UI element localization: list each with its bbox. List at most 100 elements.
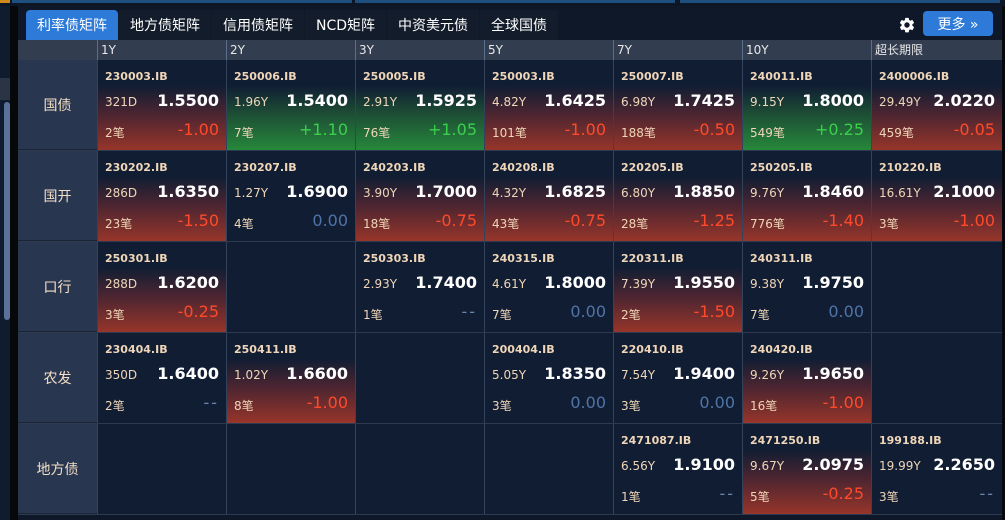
yield-change-bp: -0.75 <box>564 211 606 230</box>
yield-change-bp: 0.00 <box>570 393 606 412</box>
bond-cell[interactable]: 250411.IB 1.02Y 1.6600 8笔 -1.00 <box>226 333 355 423</box>
bond-cell[interactable]: 199188.IB 19.99Y 2.2650 3笔 -- <box>871 424 1002 514</box>
yield-value: 1.5925 <box>415 91 477 110</box>
bond-code: 240315.IB <box>492 252 555 265</box>
bond-code: 199188.IB <box>879 434 942 447</box>
bond-cell[interactable]: 250006.IB 1.96Y 1.5400 7笔 +1.10 <box>226 60 355 150</box>
trade-count: 7笔 <box>492 308 512 322</box>
bond-cell[interactable]: 240208.IB 4.32Y 1.6825 43笔 -0.75 <box>484 151 613 241</box>
yield-change-bp: -0.75 <box>435 211 477 230</box>
bond-code: 220311.IB <box>621 252 684 265</box>
remaining-term: 19.99Y <box>879 459 921 473</box>
bond-cell[interactable]: 2471250.IB 9.67Y 2.0975 5笔 -0.25 <box>742 424 871 514</box>
yield-value: 1.9550 <box>673 273 735 292</box>
trade-count: 459笔 <box>879 126 914 140</box>
trade-count: 7笔 <box>750 308 770 322</box>
bond-cell[interactable]: 220205.IB 6.80Y 1.8850 28笔 -1.25 <box>613 151 742 241</box>
yield-value: 1.6600 <box>286 364 348 383</box>
remaining-term: 1.96Y <box>234 95 269 109</box>
bond-cell[interactable]: 240315.IB 4.61Y 1.8000 7笔 0.00 <box>484 242 613 332</box>
trade-count: 8笔 <box>234 399 254 413</box>
bond-code: 230003.IB <box>105 70 168 83</box>
bond-code: 230404.IB <box>105 343 168 356</box>
remaining-term: 9.76Y <box>750 186 785 200</box>
bond-cell[interactable]: 240011.IB 9.15Y 1.8000 549笔 +0.25 <box>742 60 871 150</box>
bond-cell[interactable]: 250003.IB 4.82Y 1.6425 101笔 -1.00 <box>484 60 613 150</box>
yield-change-bp: 0.00 <box>312 211 348 230</box>
tab-rate-bond-matrix[interactable]: 利率债矩阵 <box>26 10 118 40</box>
yield-value: 1.7000 <box>415 182 477 201</box>
bond-cell[interactable]: 2400006.IB 29.49Y 2.0220 459笔 -0.05 <box>871 60 1002 150</box>
remaining-term: 6.80Y <box>621 186 656 200</box>
bond-cell[interactable]: 230404.IB 350D 1.6400 2笔 -- <box>97 333 226 423</box>
bond-cell[interactable]: 220311.IB 7.39Y 1.9550 2笔 -1.50 <box>613 242 742 332</box>
bond-cell[interactable]: 220410.IB 7.54Y 1.9400 3笔 0.00 <box>613 333 742 423</box>
yield-change-bp: 0.00 <box>828 302 864 321</box>
yield-change-bp: -1.40 <box>822 211 864 230</box>
tab-credit-bond-matrix[interactable]: 信用债矩阵 <box>212 10 304 40</box>
right-edge <box>1002 6 1005 520</box>
yield-change-bp: -0.05 <box>953 120 995 139</box>
bond-cell[interactable]: 250005.IB 2.91Y 1.5925 76笔 +1.05 <box>355 60 484 150</box>
column-header[interactable]: 5Y <box>484 40 613 60</box>
remaining-term: 29.49Y <box>879 95 921 109</box>
bond-cell[interactable]: 240203.IB 3.90Y 1.7000 18笔 -0.75 <box>355 151 484 241</box>
yield-change-bp: 0.00 <box>570 302 606 321</box>
empty-cell <box>226 424 355 514</box>
gear-icon[interactable] <box>898 16 916 34</box>
bond-cell[interactable]: 240311.IB 9.38Y 1.9750 7笔 0.00 <box>742 242 871 332</box>
trade-count: 7笔 <box>234 126 254 140</box>
tab-chinese-usd-bonds[interactable]: 中资美元债 <box>387 10 480 40</box>
bond-code: 250007.IB <box>621 70 684 83</box>
trade-count: 101笔 <box>492 126 527 140</box>
bond-cell[interactable]: 250301.IB 288D 1.6200 3笔 -0.25 <box>97 242 226 332</box>
bond-cell[interactable]: 230207.IB 1.27Y 1.6900 4笔 0.00 <box>226 151 355 241</box>
trade-count: 188笔 <box>621 126 656 140</box>
yield-value: 1.5400 <box>286 91 348 110</box>
left-pane-scrollbar[interactable] <box>4 102 10 320</box>
empty-cell <box>97 424 226 514</box>
bond-cell[interactable]: 2471087.IB 6.56Y 1.9100 1笔 -- <box>613 424 742 514</box>
trade-count: 4笔 <box>234 217 254 231</box>
trade-count: 2笔 <box>621 308 641 322</box>
bond-code: 250006.IB <box>234 70 297 83</box>
more-button[interactable]: 更多 » <box>923 11 993 36</box>
trade-count: 76笔 <box>363 126 391 140</box>
bond-code: 2471087.IB <box>621 434 692 447</box>
trade-count: 776笔 <box>750 217 785 231</box>
trade-count: 2笔 <box>105 126 125 140</box>
tab-ncd-matrix[interactable]: NCD矩阵 <box>305 10 387 40</box>
matrix-row: 农发 230404.IB 350D 1.6400 2笔 -- 250411.IB 1.02Y 1… <box>18 333 1002 424</box>
bond-cell[interactable]: 210220.IB 16.61Y 2.1000 3笔 -1.00 <box>871 151 1002 241</box>
yield-value: 1.5500 <box>157 91 219 110</box>
bond-cell[interactable]: 250303.IB 2.93Y 1.7400 1笔 -- <box>355 242 484 332</box>
column-header[interactable]: 2Y <box>226 40 355 60</box>
tab-local-bond-matrix[interactable]: 地方债矩阵 <box>119 10 211 40</box>
row-label: 口行 <box>18 242 97 332</box>
tab-global-treasuries[interactable]: 全球国债 <box>480 10 559 40</box>
empty-cell <box>871 333 1002 423</box>
trade-count: 3笔 <box>492 399 512 413</box>
yield-value: 1.6900 <box>286 182 348 201</box>
column-header[interactable]: 7Y <box>613 40 742 60</box>
bond-cell[interactable]: 230202.IB 286D 1.6350 23笔 -1.50 <box>97 151 226 241</box>
bond-cell[interactable]: 230003.IB 321D 1.5500 2笔 -1.00 <box>97 60 226 150</box>
column-header[interactable]: 1Y <box>97 40 226 60</box>
yield-change-bp: -1.25 <box>693 211 735 230</box>
remaining-term: 321D <box>105 95 138 109</box>
column-header[interactable]: 超长期限 <box>871 40 1002 60</box>
yield-value: 1.9750 <box>802 273 864 292</box>
bond-cell[interactable]: 250205.IB 9.76Y 1.8460 776笔 -1.40 <box>742 151 871 241</box>
yield-change-bp: -1.00 <box>306 393 348 412</box>
bond-code: 240208.IB <box>492 161 555 174</box>
pane-divider[interactable] <box>10 6 18 520</box>
bond-cell[interactable]: 200404.IB 5.05Y 1.8350 3笔 0.00 <box>484 333 613 423</box>
column-header[interactable]: 3Y <box>355 40 484 60</box>
column-header[interactable]: 10Y <box>742 40 871 60</box>
bond-cell[interactable]: 240420.IB 9.26Y 1.9650 16笔 -1.00 <box>742 333 871 423</box>
bond-cell[interactable]: 250007.IB 6.98Y 1.7425 188笔 -0.50 <box>613 60 742 150</box>
yield-change-bp: -1.00 <box>177 120 219 139</box>
matrix-row: 国债 230003.IB 321D 1.5500 2笔 -1.00 250006.IB 1.9… <box>18 60 1002 151</box>
remaining-term: 350D <box>105 368 138 382</box>
matrix-row: 口行 250301.IB 288D 1.6200 3笔 -0.25 250303.IB 2.9… <box>18 242 1002 333</box>
